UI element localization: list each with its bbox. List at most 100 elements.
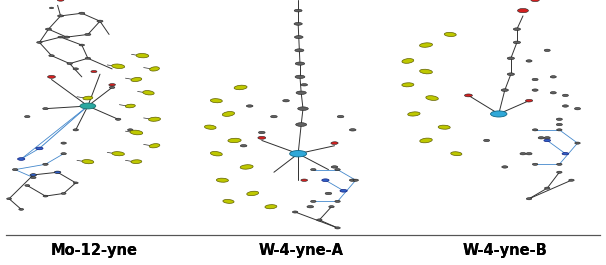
Ellipse shape [83,96,93,100]
Ellipse shape [45,28,52,30]
Ellipse shape [556,123,562,126]
Ellipse shape [311,169,316,171]
Ellipse shape [298,107,308,111]
Text: W-4-yne-B: W-4-yne-B [462,243,547,258]
Ellipse shape [550,92,556,94]
Ellipse shape [80,103,96,109]
Ellipse shape [127,129,133,131]
Ellipse shape [526,198,532,200]
Ellipse shape [222,112,235,116]
Ellipse shape [575,142,581,144]
Ellipse shape [73,68,78,70]
Ellipse shape [223,200,234,203]
Ellipse shape [18,158,25,160]
Ellipse shape [293,211,298,213]
Ellipse shape [402,59,414,63]
Ellipse shape [64,36,70,38]
Ellipse shape [67,63,73,65]
Ellipse shape [43,195,48,197]
Ellipse shape [55,171,61,173]
Ellipse shape [556,163,562,165]
Ellipse shape [532,89,538,91]
Ellipse shape [61,193,66,195]
Ellipse shape [19,208,24,210]
Ellipse shape [301,84,308,86]
Ellipse shape [49,7,53,9]
Ellipse shape [294,23,302,25]
Ellipse shape [30,176,36,179]
Ellipse shape [353,179,358,181]
Ellipse shape [568,179,574,181]
Ellipse shape [282,99,290,102]
Ellipse shape [85,57,91,59]
Ellipse shape [131,77,142,82]
Ellipse shape [419,69,433,74]
Ellipse shape [556,118,562,120]
Ellipse shape [426,96,438,100]
Ellipse shape [338,116,344,118]
Ellipse shape [73,182,78,184]
Ellipse shape [61,142,66,144]
Ellipse shape [574,108,581,110]
Ellipse shape [296,123,307,126]
Ellipse shape [562,105,568,107]
Ellipse shape [420,138,432,143]
Ellipse shape [112,152,124,156]
Ellipse shape [520,152,526,155]
Ellipse shape [91,70,97,73]
Ellipse shape [270,116,278,118]
Ellipse shape [57,0,64,1]
Ellipse shape [532,129,538,131]
Ellipse shape [112,64,125,68]
Ellipse shape [562,152,568,155]
Ellipse shape [562,94,568,96]
Ellipse shape [484,139,490,142]
Ellipse shape [331,142,338,144]
Ellipse shape [12,169,18,171]
Ellipse shape [295,62,305,65]
Ellipse shape [325,192,332,195]
Ellipse shape [513,28,521,30]
Ellipse shape [210,152,222,156]
Ellipse shape [136,54,148,58]
Ellipse shape [115,118,121,120]
Text: Mo-12-yne: Mo-12-yne [50,243,138,258]
Ellipse shape [97,20,103,22]
Ellipse shape [556,129,562,131]
Ellipse shape [25,185,30,187]
Ellipse shape [295,36,303,38]
Ellipse shape [329,206,335,208]
Ellipse shape [301,179,308,181]
Ellipse shape [131,160,142,164]
Ellipse shape [148,117,161,121]
Ellipse shape [258,131,265,134]
Ellipse shape [240,165,253,169]
Ellipse shape [36,147,43,150]
Ellipse shape [130,130,143,135]
Ellipse shape [335,200,340,202]
Ellipse shape [525,99,533,102]
Ellipse shape [296,91,306,94]
Ellipse shape [79,44,85,46]
Ellipse shape [340,189,347,192]
Ellipse shape [61,153,67,155]
Ellipse shape [85,33,91,36]
Ellipse shape [532,78,538,81]
Ellipse shape [349,179,356,181]
Ellipse shape [331,166,338,168]
Ellipse shape [544,137,550,139]
Ellipse shape [42,108,48,110]
Ellipse shape [438,125,450,129]
Ellipse shape [7,198,12,200]
Ellipse shape [247,191,259,196]
Ellipse shape [317,219,322,221]
Ellipse shape [47,76,56,78]
Ellipse shape [518,8,528,13]
Ellipse shape [538,136,544,139]
Ellipse shape [408,112,420,116]
Text: W-4-yne-B: W-4-yne-B [462,243,547,258]
Text: W-4-yne-A: W-4-yne-A [259,243,344,258]
Ellipse shape [491,111,507,117]
Ellipse shape [464,94,473,97]
Ellipse shape [311,200,316,202]
